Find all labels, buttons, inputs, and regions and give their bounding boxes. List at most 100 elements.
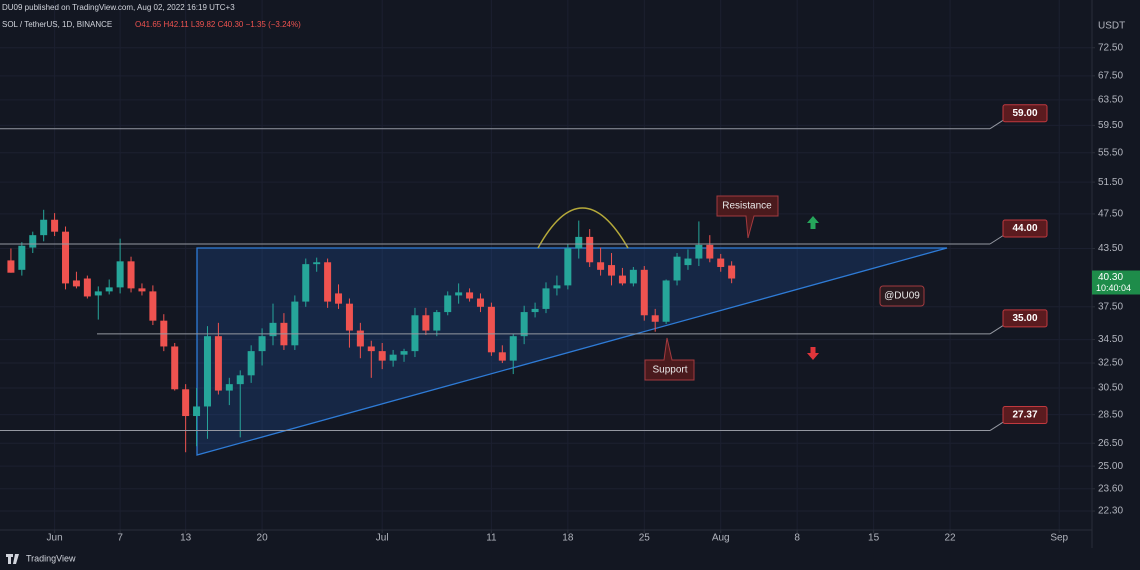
last-price-label: 40.30 <box>1098 272 1123 283</box>
callout-box <box>716 195 779 239</box>
x-tick-label: 7 <box>117 533 123 544</box>
candle-body <box>575 236 583 249</box>
y-tick-label: 32.50 <box>1098 358 1123 369</box>
candle-body <box>476 298 484 307</box>
x-tick-label: Jun <box>47 533 63 544</box>
x-tick-label: 8 <box>794 533 800 544</box>
candle-body <box>225 384 233 391</box>
candle-body <box>149 291 157 321</box>
candle-body <box>498 352 506 361</box>
y-tick-label: 37.50 <box>1098 301 1123 312</box>
candle-body <box>7 260 15 273</box>
countdown-label: 10:40:04 <box>1096 283 1131 293</box>
author-label: @DU09 <box>884 291 920 302</box>
candle-body <box>389 354 397 361</box>
footer-bar <box>0 548 1140 570</box>
x-tick-label: Aug <box>712 533 730 544</box>
candle-body <box>171 346 179 390</box>
price-axis: 72.50 67.50 63.50 59.50 55.50 51.50 47.50 43.50… <box>1092 42 1140 517</box>
up-arrow <box>807 216 819 229</box>
candle-body <box>673 256 681 281</box>
candle-body <box>662 280 670 322</box>
candle-body <box>466 292 474 299</box>
candle-body <box>302 264 310 302</box>
candle-body <box>29 235 37 248</box>
candle-body <box>203 336 211 407</box>
support-callout: Support <box>644 337 695 381</box>
tag-box <box>879 285 925 307</box>
level-label: 27.37 <box>1012 410 1037 421</box>
level-label: 59.00 <box>1012 108 1037 119</box>
candle-body <box>193 406 201 417</box>
author-tag: @DU09 <box>879 285 925 307</box>
support-label: Support <box>652 365 687 376</box>
candle-body <box>214 336 222 391</box>
callout-box <box>644 337 695 381</box>
x-tick-label: 18 <box>562 533 574 544</box>
x-tick-label: 15 <box>868 533 880 544</box>
candle-body <box>247 351 255 376</box>
candle-body <box>597 262 605 270</box>
published-line: DU09 published on TradingView.com, Aug 0… <box>2 3 235 12</box>
level-pointer <box>989 119 1005 130</box>
candle-body <box>531 308 539 313</box>
candle-body <box>236 375 244 385</box>
candle-body <box>695 244 703 259</box>
triangle-pattern <box>196 247 948 456</box>
level-box <box>1002 406 1048 425</box>
candle-body <box>138 288 146 292</box>
candle-body <box>335 293 343 304</box>
x-tick-label: 13 <box>180 533 192 544</box>
candle-body <box>520 312 528 337</box>
candle-body <box>640 269 648 316</box>
x-tick-label: 25 <box>639 533 651 544</box>
x-tick-label: Jul <box>376 533 389 544</box>
candle-body <box>455 292 463 296</box>
levels: 59.00 44.00 35.00 27.37 <box>0 104 1048 432</box>
candle-body <box>586 236 594 263</box>
candle-body <box>105 287 113 292</box>
y-tick-label: 72.50 <box>1098 42 1123 53</box>
candle-body <box>706 244 714 259</box>
candle-body <box>269 322 277 337</box>
candle-body <box>182 389 190 417</box>
y-tick-label: 25.00 <box>1098 461 1123 472</box>
level-box <box>1002 104 1048 123</box>
y-tick-label: 67.50 <box>1098 70 1123 81</box>
x-tick-label: 11 <box>486 533 497 544</box>
resistance-callout: Resistance <box>716 195 779 239</box>
down-arrow <box>807 347 819 360</box>
time-axis: Jun 7 13 20 Jul 11 18 25 Aug 8 15 22 Sep <box>47 530 1069 544</box>
candle-body <box>324 262 332 302</box>
candle-body <box>433 312 441 331</box>
y-tick-label: 22.30 <box>1098 506 1123 517</box>
candle-body <box>618 275 626 284</box>
y-tick-label: 28.50 <box>1098 409 1123 420</box>
candle-body <box>367 346 375 352</box>
x-tick-label: Sep <box>1050 533 1068 544</box>
symbol-line: SOL / TetherUS, 1D, BINANCE <box>2 20 112 29</box>
candle-body <box>629 269 637 284</box>
arc-drawing <box>537 207 629 249</box>
y-tick-label: 59.50 <box>1098 120 1123 131</box>
candle-body <box>127 261 135 289</box>
level-box <box>1002 219 1048 238</box>
candle-body <box>608 265 616 276</box>
candle-body <box>400 351 408 355</box>
candle-body <box>291 301 299 346</box>
y-tick-label: 23.60 <box>1098 483 1123 494</box>
level-pointer <box>989 421 1005 431</box>
y-tick-label: 34.50 <box>1098 334 1123 345</box>
level-pointer <box>989 234 1005 245</box>
candle-body <box>258 336 266 352</box>
y-tick-label: 63.50 <box>1098 94 1123 105</box>
candle-body <box>83 278 91 297</box>
axis-unit: USDT <box>1098 21 1125 32</box>
candle-body <box>51 219 59 232</box>
level-pointer <box>989 324 1005 335</box>
candle-body <box>542 288 550 309</box>
candle-body <box>411 315 419 352</box>
candle-body <box>94 291 102 296</box>
y-tick-label: 43.50 <box>1098 243 1123 254</box>
